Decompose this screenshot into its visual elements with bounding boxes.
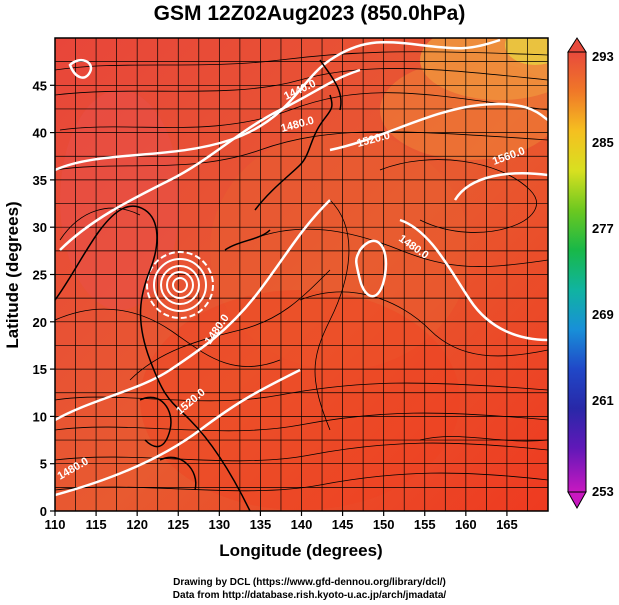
grid-lines: [55, 38, 548, 511]
x-tick-label: 135: [250, 517, 272, 532]
colorbar-tick-label: 277: [592, 221, 614, 236]
y-tick-label: 45: [33, 78, 47, 93]
y-tick-label: 0: [40, 504, 47, 519]
colorbar-tick-label: 261: [592, 393, 614, 408]
x-axis-ticks: 110 115 120 125 130 135 140 145 150 155 160 165: [45, 511, 518, 532]
coastlines: [55, 59, 342, 511]
wind-streamlines: [55, 51, 548, 492]
y-axis-ticks: 0 5 10 15 20 25 30 35 40 45: [33, 78, 55, 519]
x-tick-label: 165: [496, 517, 518, 532]
y-tick-label: 40: [33, 126, 47, 141]
y-tick-label: 25: [33, 268, 47, 283]
x-tick-label: 155: [414, 517, 436, 532]
geopotential-contours: [55, 38, 548, 497]
x-tick-label: 140: [291, 517, 313, 532]
x-tick-label: 130: [208, 517, 230, 532]
y-tick-label: 20: [33, 315, 47, 330]
x-tick-label: 125: [167, 517, 189, 532]
colorbar-tick-label: 269: [592, 307, 614, 322]
colorbar-tick-label: 293: [592, 49, 614, 64]
colorbar: [567, 37, 587, 510]
y-tick-label: 30: [33, 220, 47, 235]
colorbar-tick-label: 285: [592, 135, 614, 150]
x-tick-label: 150: [373, 517, 395, 532]
typhoon-vortex: [146, 251, 214, 319]
y-axis-label: Latitude (degrees): [3, 201, 22, 348]
y-tick-label: 5: [40, 457, 47, 472]
x-tick-label: 120: [126, 517, 148, 532]
colorbar-tick-label: 253: [592, 484, 614, 499]
colorbar-bottom-arrow: [567, 491, 587, 510]
x-tick-label: 115: [86, 517, 107, 532]
colorbar-ticks: 293 285 277 269 261 253: [592, 49, 614, 499]
x-tick-label: 160: [455, 517, 477, 532]
y-tick-label: 15: [33, 362, 47, 377]
chart-title: GSM 12Z02Aug2023 (850.0hPa): [153, 2, 466, 25]
x-tick-label: 110: [45, 517, 66, 532]
y-tick-label: 10: [33, 409, 47, 424]
y-tick-label: 35: [33, 173, 47, 188]
x-axis-label: Longitude (degrees): [219, 541, 382, 560]
colorbar-top-arrow: [567, 37, 587, 53]
footer-credit-data: Data from http://database.rish.kyoto-u.a…: [172, 590, 447, 601]
x-tick-label: 145: [332, 517, 354, 532]
footer-credit-drawing: Drawing by DCL (https://www.gfd-dennou.o…: [173, 577, 446, 588]
colorbar-scale: [567, 51, 587, 493]
